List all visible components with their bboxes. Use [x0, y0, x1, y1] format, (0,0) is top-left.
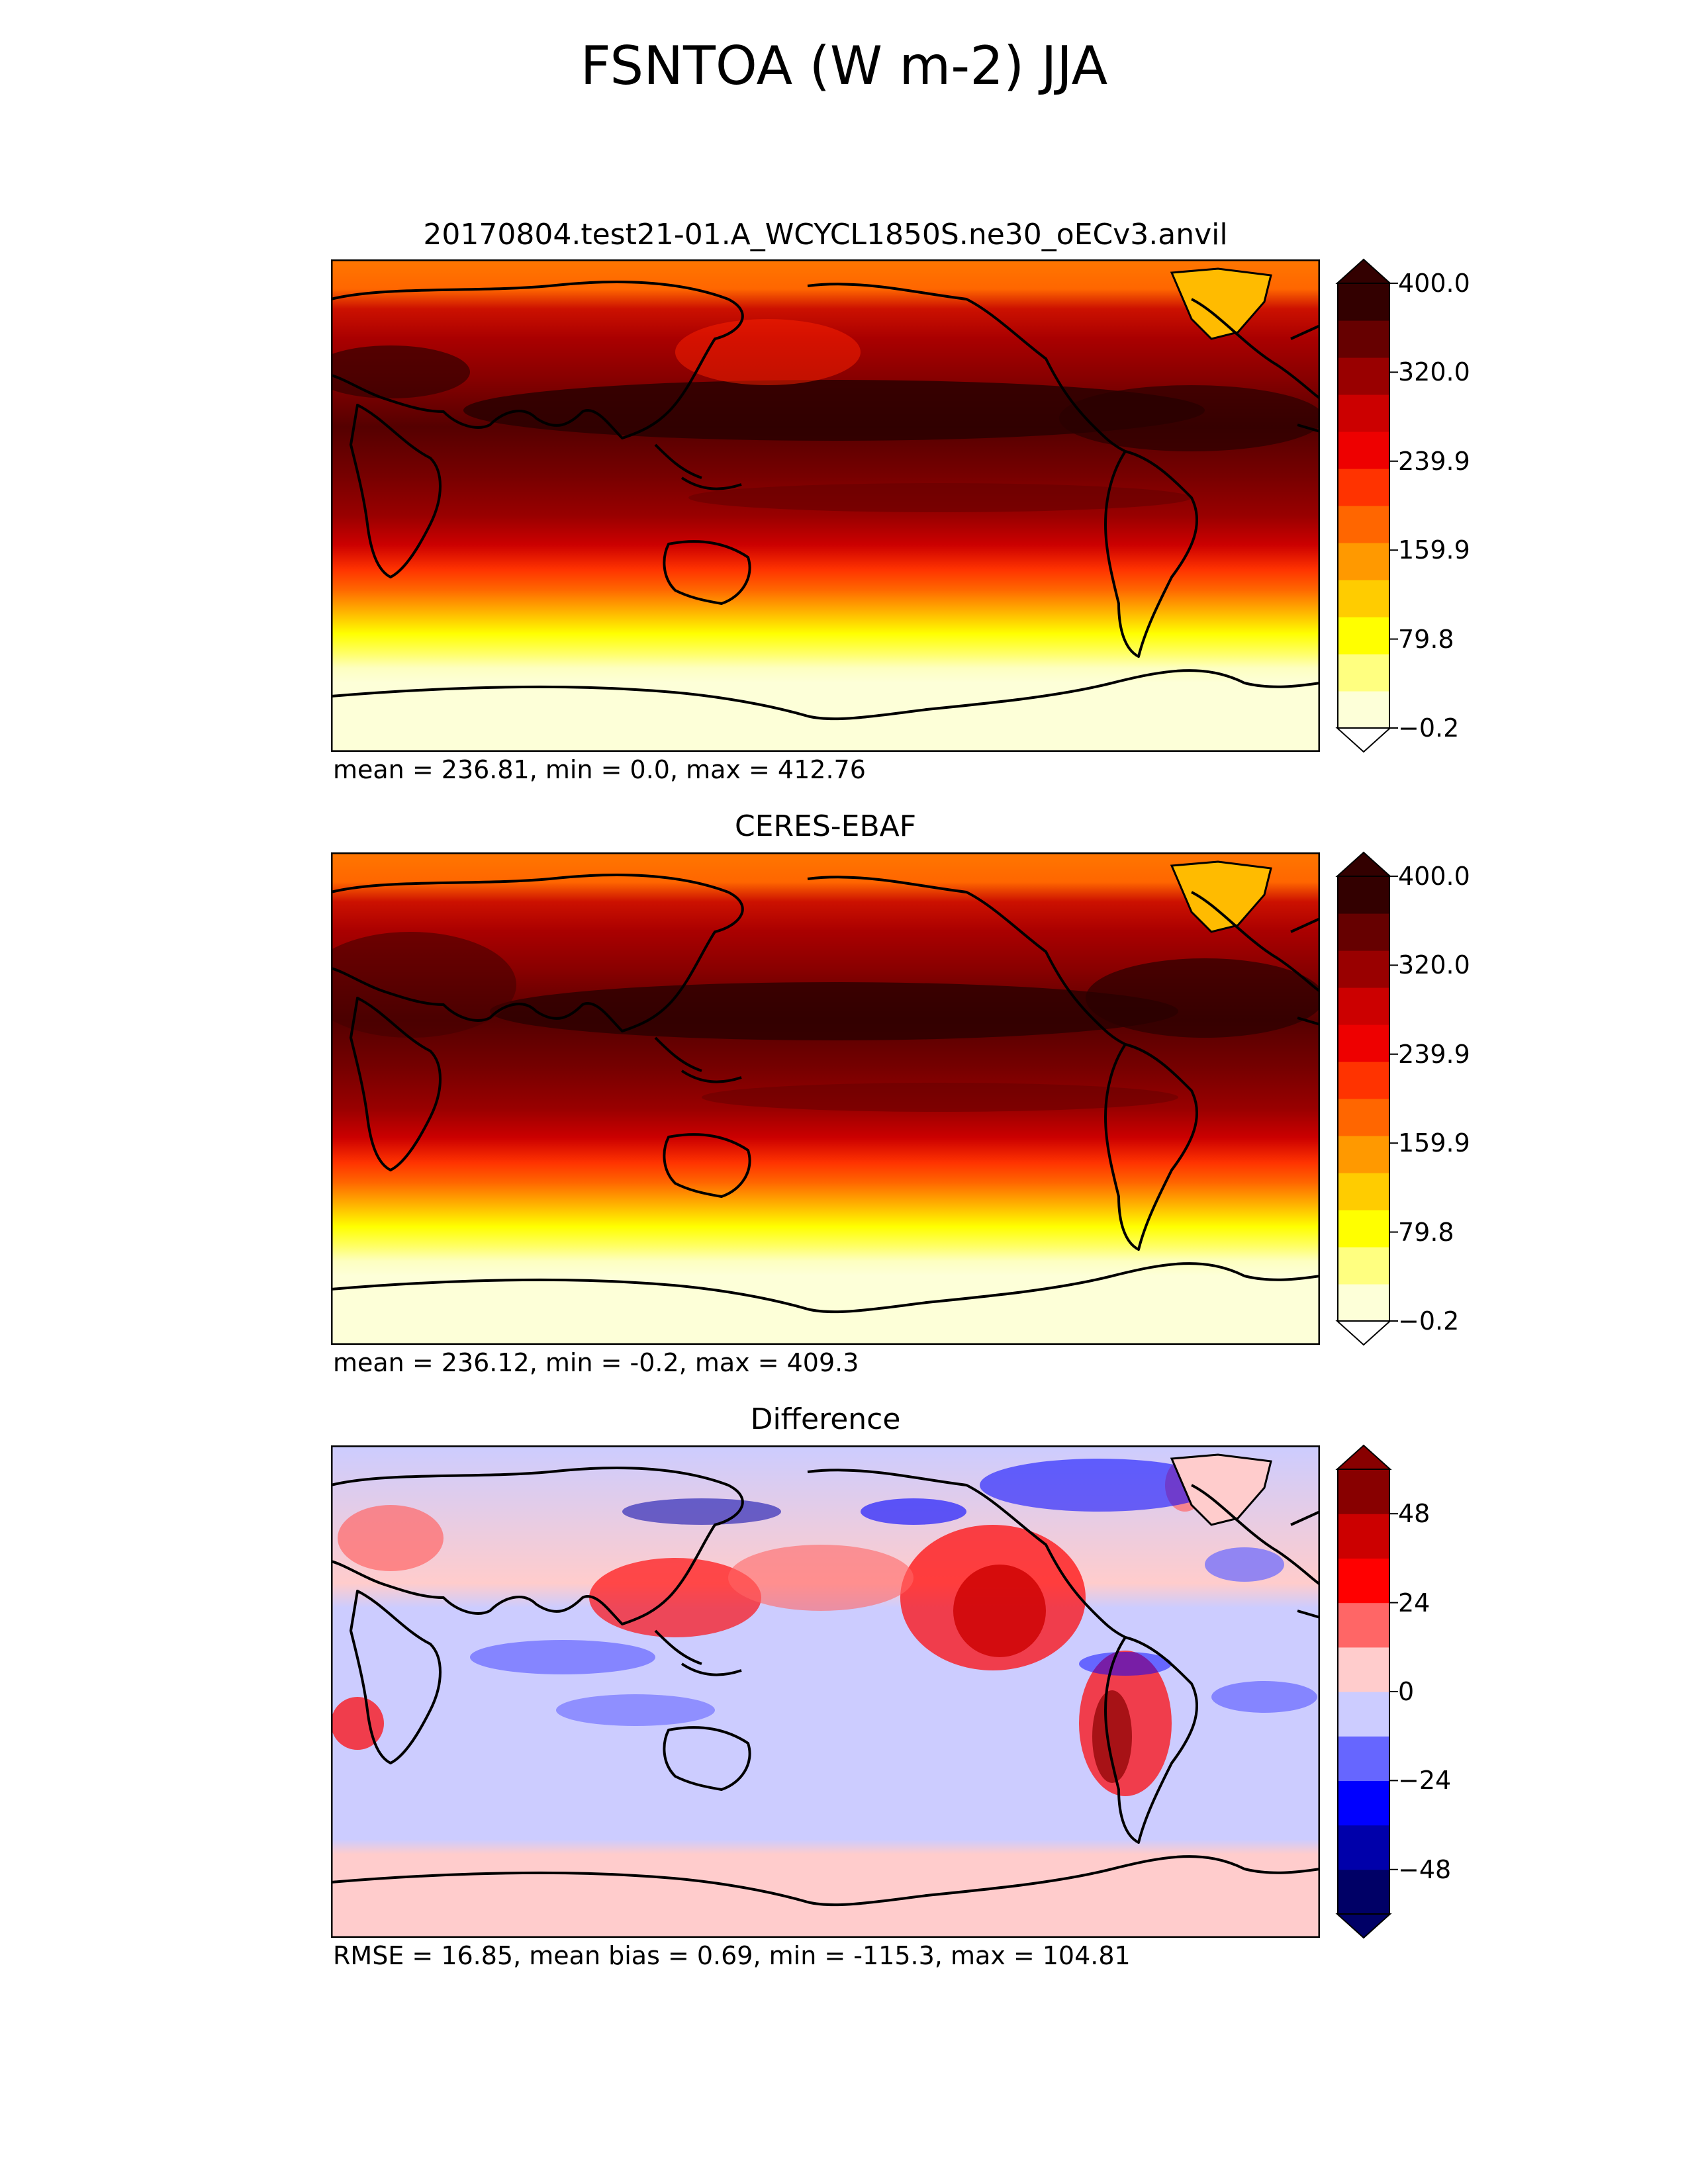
- map-difference: [331, 1445, 1320, 1938]
- colorbar-tick-label: 400.0: [1398, 862, 1470, 891]
- colorbar-extend-min: [1335, 1913, 1392, 1939]
- colorbar-tick-label: −48: [1398, 1854, 1452, 1884]
- colorbar-swatch: [1337, 1024, 1390, 1062]
- map-reference: [331, 852, 1320, 1345]
- colorbar-swatch: [1337, 1173, 1390, 1210]
- map-test: [331, 259, 1320, 752]
- colorbar-tick-label: 79.8: [1398, 1217, 1454, 1247]
- colorbar-swatch: [1337, 1825, 1390, 1870]
- colorbar-swatch: [1337, 1210, 1390, 1248]
- colorbar-swatch: [1337, 283, 1390, 321]
- colorbar-tick-label: 24: [1398, 1588, 1430, 1617]
- colorbar-extend-max: [1335, 851, 1392, 877]
- panel-title-difference: Difference: [750, 1402, 901, 1436]
- colorbar-swatch: [1337, 1247, 1390, 1285]
- colorbar-tick-label: 320.0: [1398, 357, 1470, 387]
- colorbar-tick-label: 159.9: [1398, 535, 1470, 565]
- colorbar-swatch: [1337, 1469, 1390, 1514]
- colorbar-swatch: [1337, 394, 1390, 432]
- colorbar-reference: [1335, 851, 1398, 1346]
- colorbar-tick-label: 0: [1398, 1677, 1415, 1706]
- colorbar-swatch: [1337, 617, 1390, 655]
- colorbar-swatch: [1337, 1284, 1390, 1322]
- colorbar-swatch: [1337, 1647, 1390, 1692]
- panel-stats-reference: mean = 236.12, min = -0.2, max = 409.3: [333, 1348, 859, 1377]
- colorbar-swatch: [1337, 543, 1390, 580]
- panel-stats-test: mean = 236.81, min = 0.0, max = 412.76: [333, 755, 866, 784]
- colorbar-extend-min: [1335, 727, 1392, 753]
- colorbar-swatch: [1337, 580, 1390, 617]
- colorbar-tick-label: −24: [1398, 1766, 1452, 1796]
- colorbar-swatch: [1337, 876, 1390, 914]
- colorbar-swatch: [1337, 950, 1390, 988]
- colorbar-swatch: [1337, 1136, 1390, 1173]
- colorbar-tick-label: −0.2: [1398, 1306, 1460, 1336]
- colorbar-swatch: [1337, 1558, 1390, 1604]
- colorbar-tick-label: −0.2: [1398, 713, 1460, 743]
- colorbar-swatch: [1337, 1736, 1390, 1781]
- colorbar-swatch: [1337, 506, 1390, 543]
- colorbar-extend-max: [1335, 1444, 1392, 1470]
- colorbar-swatch: [1337, 1869, 1390, 1915]
- colorbar-swatch: [1337, 320, 1390, 358]
- colorbar-extend-min: [1335, 1320, 1392, 1346]
- colorbar-tick-label: 239.9: [1398, 1039, 1470, 1069]
- colorbar-swatch: [1337, 1514, 1390, 1559]
- colorbar-swatch: [1337, 357, 1390, 395]
- colorbar-tick-label: 48: [1398, 1499, 1430, 1529]
- colorbar-swatch: [1337, 1692, 1390, 1737]
- colorbar-swatch: [1337, 1099, 1390, 1136]
- colorbar-swatch: [1337, 432, 1390, 469]
- panel-title-test: 20170804.test21-01.A_WCYCL1850S.ne30_oEC…: [423, 218, 1228, 251]
- colorbar-swatch: [1337, 913, 1390, 951]
- colorbar-test: [1335, 258, 1398, 753]
- panel-title-reference: CERES-EBAF: [734, 809, 917, 843]
- colorbar-swatch: [1337, 987, 1390, 1025]
- colorbar-difference: [1335, 1444, 1398, 1939]
- colorbar-swatch: [1337, 469, 1390, 506]
- colorbar-swatch: [1337, 691, 1390, 729]
- colorbar-tick-label: 239.9: [1398, 446, 1470, 476]
- colorbar-swatch: [1337, 1602, 1390, 1648]
- colorbar-extend-max: [1335, 258, 1392, 284]
- colorbar-tick-label: 400.0: [1398, 269, 1470, 298]
- figure-title: FSNTOA (W m-2) JJA: [580, 35, 1108, 97]
- colorbar-tick-label: 79.8: [1398, 624, 1454, 654]
- colorbar-tick-label: 320.0: [1398, 950, 1470, 980]
- colorbar-swatch: [1337, 654, 1390, 692]
- colorbar-tick-label: 159.9: [1398, 1128, 1470, 1158]
- colorbar-swatch: [1337, 1780, 1390, 1826]
- panel-stats-difference: RMSE = 16.85, mean bias = 0.69, min = -1…: [333, 1941, 1131, 1970]
- colorbar-swatch: [1337, 1062, 1390, 1099]
